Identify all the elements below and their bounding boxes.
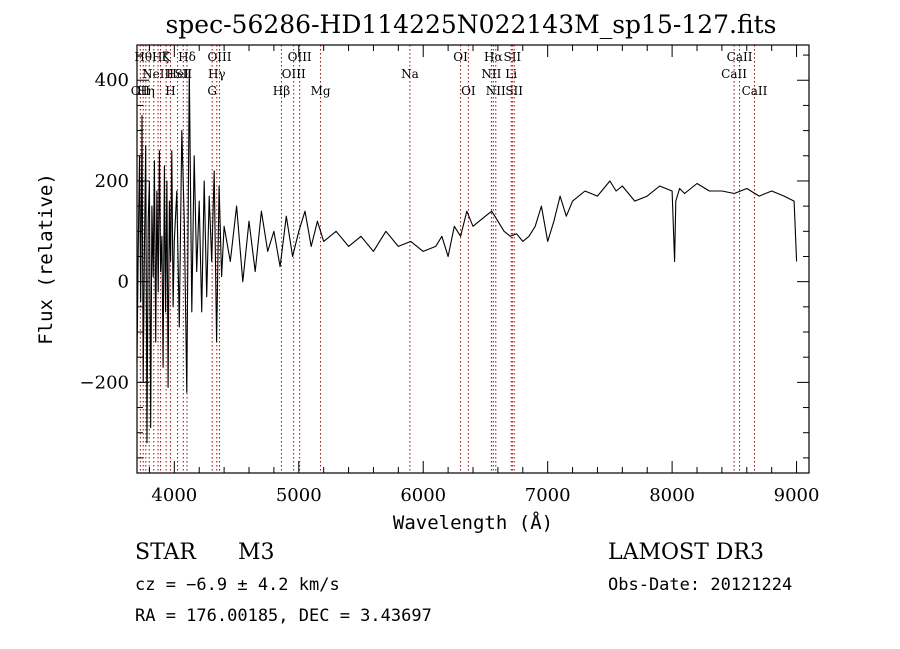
series-layer	[136, 69, 798, 444]
line-mark-label-25: Li	[505, 67, 517, 81]
ticks-layer: 4000 5000 6000 7000 8000 9000 −200 0 200 400	[80, 45, 820, 506]
line-mark-label-27: SII	[505, 84, 523, 98]
series-line-flux	[136, 69, 798, 444]
line-mark-label-30: CaII	[742, 84, 768, 98]
line-marks-layer	[139, 45, 755, 473]
line-mark-label-1: Hθ	[134, 50, 152, 64]
y-axis-label: Flux (relative)	[35, 173, 57, 345]
line-mark-label-2: Hη	[137, 84, 155, 98]
line-mark-label-7: K	[162, 50, 172, 64]
coordinates-line: RA = 176.00185, DEC = 3.43697	[135, 606, 432, 626]
line-mark-label-18: Mg	[311, 84, 331, 98]
survey-label: LAMOST DR3	[608, 540, 764, 565]
line-mark-label-0: OII	[131, 84, 151, 98]
line-mark-label-9: HeI	[166, 67, 189, 81]
line-mark-label-12: G	[207, 84, 217, 98]
obs-date-line: Obs-Date: 20121224	[608, 575, 792, 595]
line-mark-label-5: NeIII	[142, 67, 174, 81]
x-axis-label: Wavelength (Å)	[393, 511, 553, 534]
x-tick-label-5000: 5000	[276, 485, 322, 506]
line-labels-layer: OIIHθHηNeIIIHζKHHeISIIHδGHγOIIIHβOIIIOII…	[131, 50, 768, 98]
object-class: STAR	[135, 540, 197, 565]
line-mark-label-13: Hγ	[208, 67, 226, 81]
line-mark-label-6: Hζ	[152, 50, 169, 64]
y-tick-label-0: −200	[80, 372, 129, 393]
chart-title: spec-56286-HD114225N022143M_sp15-127.fit…	[165, 10, 776, 39]
object-subclass: M3	[238, 540, 275, 565]
line-mark-label-14: OIII	[207, 50, 231, 64]
line-mark-label-20: OI	[453, 50, 468, 64]
line-mark-label-8: H	[165, 84, 175, 98]
line-mark-label-26: SII	[503, 50, 521, 64]
line-mark-label-21: OI	[461, 84, 476, 98]
line-mark-label-24: NII	[486, 84, 506, 98]
redshift-line: cz = −6.9 ± 4.2 km/s	[135, 575, 340, 595]
line-mark-label-16: OIII	[282, 67, 306, 81]
line-mark-label-23: Hα	[484, 50, 503, 64]
line-mark-label-29: CaII	[727, 50, 753, 64]
plot-frame	[136, 44, 810, 474]
line-mark-label-17: OIII	[288, 50, 312, 64]
x-tick-label-9000: 9000	[774, 485, 820, 506]
x-tick-label-8000: 8000	[649, 485, 695, 506]
x-tick-label-4000: 4000	[151, 485, 197, 506]
line-mark-label-22: NII	[481, 67, 501, 81]
line-mark-label-19: Na	[401, 67, 419, 81]
line-mark-label-10: SII	[174, 67, 192, 81]
x-tick-label-7000: 7000	[525, 485, 571, 506]
line-mark-label-15: Hβ	[273, 84, 290, 98]
y-tick-label-3: 400	[95, 70, 129, 91]
line-mark-label-28: CaII	[721, 67, 747, 81]
line-mark-label-11: Hδ	[178, 50, 196, 64]
x-tick-label-6000: 6000	[400, 485, 446, 506]
y-tick-label-1: 0	[118, 272, 129, 293]
y-tick-label-2: 200	[95, 171, 129, 192]
